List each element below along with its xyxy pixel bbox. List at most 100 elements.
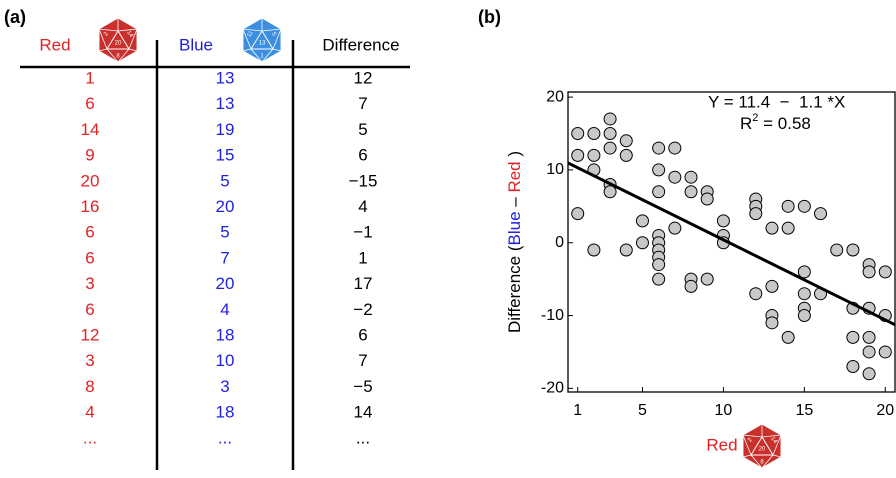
- table-cell: 5: [220, 223, 229, 242]
- point: [701, 273, 713, 285]
- point: [685, 186, 697, 198]
- y-tick-label: 10: [546, 161, 564, 178]
- table-cell: 6: [85, 300, 94, 319]
- point: [815, 208, 827, 220]
- table-header: Difference: [322, 35, 399, 54]
- point: [863, 346, 875, 358]
- table-cell: 16: [81, 197, 100, 216]
- table-cell: 18: [216, 325, 235, 344]
- table-cell: ...: [218, 428, 232, 447]
- table-cell: 4: [220, 300, 229, 319]
- point: [782, 200, 794, 212]
- table-cell: 12: [81, 325, 100, 344]
- point: [588, 128, 600, 140]
- panel-label: (a): [4, 7, 26, 27]
- y-tick-label: -20: [541, 380, 564, 397]
- y-axis-label-part: Blue: [505, 211, 524, 245]
- point: [766, 317, 778, 329]
- point: [879, 266, 891, 278]
- point: [669, 142, 681, 154]
- table-cell: 7: [358, 351, 367, 370]
- point: [604, 113, 616, 125]
- point: [604, 128, 616, 140]
- fit-equation: Y = 11.4 − 1.1 *X: [708, 92, 845, 111]
- point: [669, 171, 681, 183]
- table-cell: −5: [353, 377, 372, 396]
- table-cell: 15: [216, 146, 235, 165]
- point: [766, 222, 778, 234]
- point: [717, 215, 729, 227]
- r-squared: R2 = 0.58: [740, 112, 811, 134]
- table-cell: 20: [216, 197, 235, 216]
- x-tick-label: 5: [638, 402, 647, 419]
- point: [685, 280, 697, 292]
- fit-line: [568, 163, 895, 325]
- point: [798, 266, 810, 278]
- point: [863, 266, 875, 278]
- y-axis-label-part: ): [505, 151, 524, 161]
- table-cell: 3: [220, 377, 229, 396]
- point: [863, 331, 875, 343]
- point: [572, 149, 584, 161]
- x-axis-label: Red: [706, 435, 737, 454]
- table-cell: 6: [85, 94, 94, 113]
- point: [847, 361, 859, 373]
- point: [604, 142, 616, 154]
- die-number: 13: [259, 41, 266, 47]
- point: [604, 186, 616, 198]
- die-number: 20: [759, 447, 766, 453]
- point: [620, 135, 632, 147]
- table-cell: 3: [85, 274, 94, 293]
- r-squared-part: R: [740, 114, 752, 133]
- point: [653, 164, 665, 176]
- table-cell: 12: [354, 68, 373, 87]
- table-cell: 10: [216, 351, 235, 370]
- table-header: Red: [39, 35, 70, 54]
- panel-label: (b): [478, 7, 501, 27]
- r-squared-part: = 0.58: [758, 114, 810, 133]
- point: [847, 331, 859, 343]
- y-axis-label-part: –: [505, 193, 524, 212]
- point: [653, 186, 665, 198]
- point: [798, 310, 810, 322]
- table-cell: 17: [354, 274, 373, 293]
- point: [636, 237, 648, 249]
- x-tick-label: 15: [795, 402, 813, 419]
- table-cell: −1: [353, 223, 372, 242]
- point: [653, 273, 665, 285]
- table-cell: 7: [220, 248, 229, 267]
- table-cell: 4: [358, 197, 367, 216]
- point: [782, 331, 794, 343]
- table-header: Blue: [179, 35, 213, 54]
- point: [588, 244, 600, 256]
- point: [879, 346, 891, 358]
- y-tick-label: -10: [541, 307, 564, 324]
- point: [831, 244, 843, 256]
- y-axis-label-part: Difference (: [505, 245, 524, 333]
- table-cell: 6: [358, 146, 367, 165]
- point: [701, 193, 713, 205]
- point: [863, 368, 875, 380]
- table-cell: 13: [216, 94, 235, 113]
- point: [847, 244, 859, 256]
- point: [636, 215, 648, 227]
- plot-frame: [568, 92, 895, 392]
- point: [798, 288, 810, 300]
- table-cell: 20: [216, 274, 235, 293]
- die-icon: 220148: [99, 18, 137, 62]
- y-axis-label-part: Red: [505, 161, 524, 192]
- point: [750, 288, 762, 300]
- table-cell: 9: [85, 146, 94, 165]
- x-tick-label: 20: [876, 402, 894, 419]
- x-tick-label: 1: [573, 402, 582, 419]
- point: [588, 149, 600, 161]
- point: [620, 244, 632, 256]
- table-cell: 7: [358, 94, 367, 113]
- point: [572, 128, 584, 140]
- table-cell: 6: [358, 325, 367, 344]
- table-cell: 4: [85, 403, 94, 422]
- table-cell: 13: [216, 68, 235, 87]
- point: [669, 222, 681, 234]
- table-cell: 1: [358, 248, 367, 267]
- table-cell: 3: [85, 351, 94, 370]
